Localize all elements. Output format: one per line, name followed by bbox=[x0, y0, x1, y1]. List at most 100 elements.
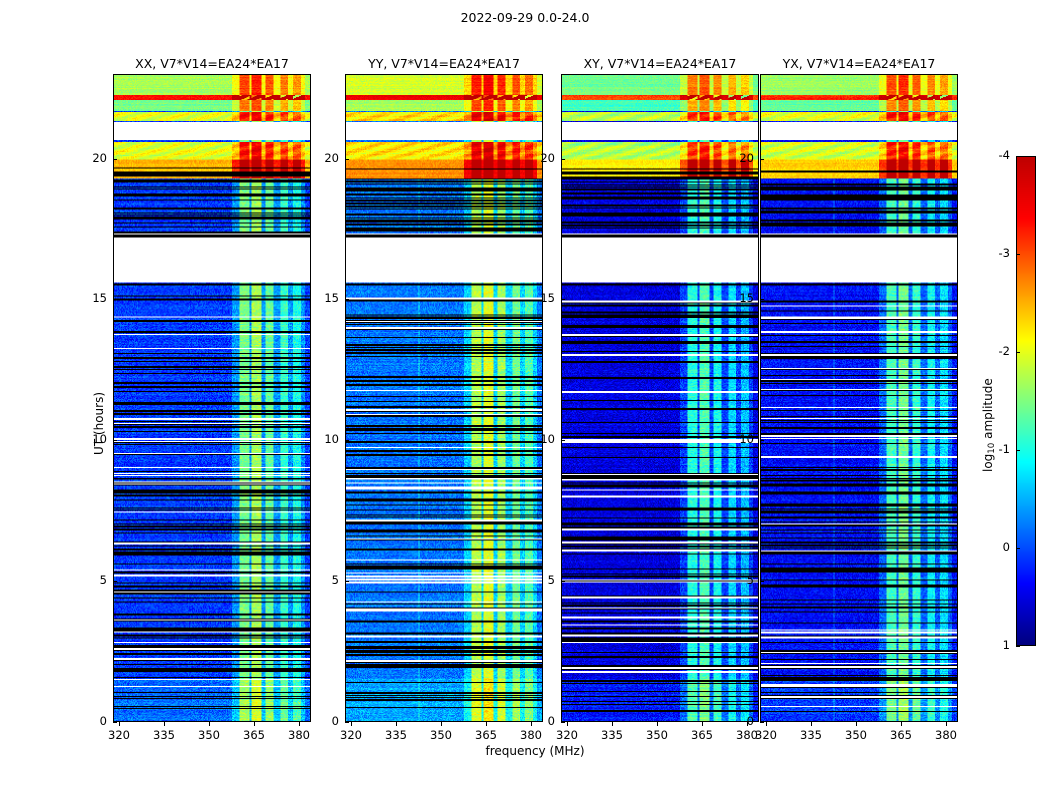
y-tick-label-15: 15 bbox=[739, 291, 754, 306]
colorbar-tick-label-0: -3 bbox=[998, 246, 1010, 260]
x-tick-label-320: 320 bbox=[755, 728, 777, 742]
x-tick-label-365: 365 bbox=[243, 728, 265, 742]
colorbar-label-prefix: log bbox=[981, 453, 995, 472]
waterfall-panel-xy[interactable] bbox=[561, 74, 759, 722]
colorbar-tick-label-1: -4 bbox=[998, 148, 1010, 162]
y-tick-label-10: 10 bbox=[540, 432, 555, 447]
y-tick-label-5: 5 bbox=[547, 573, 555, 588]
y-tick-mark bbox=[345, 158, 349, 160]
x-tick-mark bbox=[702, 722, 703, 726]
x-tick-mark bbox=[856, 722, 857, 726]
x-tick-label-380: 380 bbox=[520, 728, 542, 742]
x-tick-label-335: 335 bbox=[385, 728, 407, 742]
x-tick-mark bbox=[254, 722, 255, 726]
y-tick-mark bbox=[113, 158, 117, 160]
x-tick-label-335: 335 bbox=[601, 728, 623, 742]
x-tick-label-380: 380 bbox=[935, 728, 957, 742]
y-tick-mark bbox=[561, 722, 565, 723]
y-tick-mark bbox=[561, 581, 565, 583]
y-tick-label-10: 10 bbox=[324, 432, 339, 447]
colorbar-tick-mark bbox=[1016, 352, 1020, 353]
y-tick-mark bbox=[760, 158, 764, 160]
x-tick-label-320: 320 bbox=[108, 728, 130, 742]
y-tick-mark bbox=[345, 440, 349, 442]
y-tick-label-10: 10 bbox=[92, 432, 107, 447]
y-tick-label-20: 20 bbox=[739, 150, 754, 165]
y-tick-mark bbox=[760, 581, 764, 583]
y-tick-label-10: 10 bbox=[739, 432, 754, 447]
y-tick-label-0: 0 bbox=[331, 714, 339, 728]
y-tick-label-5: 5 bbox=[746, 573, 754, 588]
colorbar-label-main: amplitude bbox=[981, 378, 995, 439]
x-tick-mark bbox=[299, 722, 300, 726]
x-tick-label-365: 365 bbox=[890, 728, 912, 742]
colorbar-tick-mark bbox=[1016, 254, 1020, 255]
x-tick-label-335: 335 bbox=[153, 728, 175, 742]
x-tick-mark bbox=[946, 722, 947, 726]
y-tick-label-5: 5 bbox=[99, 573, 107, 588]
waterfall-image-xy bbox=[562, 75, 758, 721]
y-tick-label-15: 15 bbox=[324, 291, 339, 306]
x-tick-mark bbox=[396, 722, 397, 726]
x-tick-mark bbox=[811, 722, 812, 726]
x-tick-mark bbox=[351, 722, 352, 726]
x-tick-mark bbox=[901, 722, 902, 726]
y-tick-mark bbox=[345, 581, 349, 583]
y-tick-mark bbox=[760, 722, 764, 723]
colorbar-tick-mark bbox=[1016, 646, 1020, 647]
y-tick-mark bbox=[561, 158, 565, 160]
x-tick-mark bbox=[209, 722, 210, 726]
y-tick-label-20: 20 bbox=[92, 150, 107, 165]
x-tick-label-350: 350 bbox=[646, 728, 668, 742]
y-tick-label-0: 0 bbox=[547, 714, 555, 728]
colorbar[interactable] bbox=[1016, 156, 1036, 646]
y-tick-mark bbox=[345, 722, 349, 723]
x-tick-mark bbox=[531, 722, 532, 726]
colorbar-label: log10 amplitude bbox=[981, 378, 997, 472]
colorbar-tick-mark bbox=[1016, 548, 1020, 549]
x-tick-mark bbox=[441, 722, 442, 726]
y-tick-label-0: 0 bbox=[99, 714, 107, 728]
x-tick-label-320: 320 bbox=[556, 728, 578, 742]
x-tick-mark bbox=[612, 722, 613, 726]
x-tick-label-365: 365 bbox=[691, 728, 713, 742]
colorbar-tick-mark bbox=[1016, 156, 1020, 157]
x-tick-label-335: 335 bbox=[800, 728, 822, 742]
x-tick-label-350: 350 bbox=[198, 728, 220, 742]
x-tick-label-320: 320 bbox=[340, 728, 362, 742]
panel-title-xy: XY, V7*V14=EA24*EA17 bbox=[583, 56, 737, 71]
panel-title-xx: XX, V7*V14=EA24*EA17 bbox=[135, 56, 289, 71]
colorbar-tick-label--4: 1 bbox=[1002, 638, 1010, 652]
panel-title-yy: YY, V7*V14=EA24*EA17 bbox=[368, 56, 520, 71]
y-tick-mark bbox=[760, 299, 764, 301]
waterfall-image-yx bbox=[761, 75, 957, 721]
x-tick-mark bbox=[119, 722, 120, 726]
x-tick-mark bbox=[567, 722, 568, 726]
x-tick-label-350: 350 bbox=[430, 728, 452, 742]
colorbar-tick-label--1: -2 bbox=[998, 344, 1010, 358]
y-tick-mark bbox=[561, 299, 565, 301]
waterfall-image-xx bbox=[114, 75, 310, 721]
colorbar-tick-label--2: -1 bbox=[998, 442, 1010, 456]
y-tick-mark bbox=[113, 581, 117, 583]
panel-title-yx: YX, V7*V14=EA24*EA17 bbox=[782, 56, 936, 71]
waterfall-panel-xx[interactable] bbox=[113, 74, 311, 722]
x-tick-mark bbox=[657, 722, 658, 726]
waterfall-panel-yx[interactable] bbox=[760, 74, 958, 722]
x-tick-label-380: 380 bbox=[736, 728, 758, 742]
x-tick-label-350: 350 bbox=[845, 728, 867, 742]
x-tick-mark bbox=[766, 722, 767, 726]
x-tick-label-380: 380 bbox=[288, 728, 310, 742]
y-tick-mark bbox=[760, 440, 764, 442]
y-tick-label-0: 0 bbox=[746, 714, 754, 728]
y-tick-mark bbox=[561, 440, 565, 442]
colorbar-tick-label--3: 0 bbox=[1002, 540, 1010, 554]
waterfall-image-yy bbox=[346, 75, 542, 721]
waterfall-panel-yy[interactable] bbox=[345, 74, 543, 722]
y-tick-label-20: 20 bbox=[324, 150, 339, 165]
y-tick-label-15: 15 bbox=[92, 291, 107, 306]
y-tick-mark bbox=[113, 299, 117, 301]
x-tick-mark bbox=[486, 722, 487, 726]
figure-suptitle: 2022-09-29 0.0-24.0 bbox=[460, 10, 590, 25]
